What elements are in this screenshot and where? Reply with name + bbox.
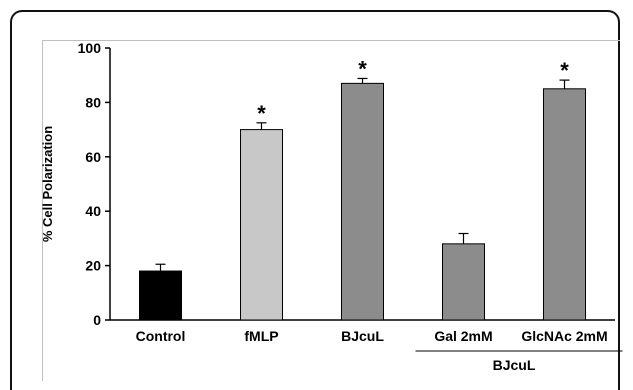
y-tick-label: 20 [85,258,101,274]
plot-panel [42,40,620,381]
significance-asterisk: * [257,101,266,126]
y-tick-label: 40 [85,203,101,219]
y-axis-label: % Cell Polarization [40,126,55,242]
x-tick-labels: Control fMLP BJcuL Gal 2mM GlcNAc 2mM [136,328,608,344]
bar [341,82,384,321]
x-tick-label: Control [136,328,186,344]
bar [240,129,283,321]
significance-asterisk: * [358,56,367,81]
bar [543,88,586,321]
y-tick-label: 0 [93,312,101,328]
bar [442,243,485,321]
bar [139,270,182,321]
x-tick-label: BJcuL [341,328,384,344]
y-tick-label: 60 [85,149,101,165]
x-tick-label: fMLP [244,328,278,344]
y-tick-label: 80 [85,94,101,110]
significance-asterisk: * [560,58,569,83]
bars: * * * [139,56,586,321]
figure-frame [10,10,620,390]
x-tick-label: GlcNAc 2mM [521,328,607,344]
y-tick-label: 100 [78,40,102,56]
group-label: BJcuL [493,357,536,373]
y-ticks: 0 20 40 60 80 100 [78,40,110,328]
x-tick-label: Gal 2mM [434,328,492,344]
